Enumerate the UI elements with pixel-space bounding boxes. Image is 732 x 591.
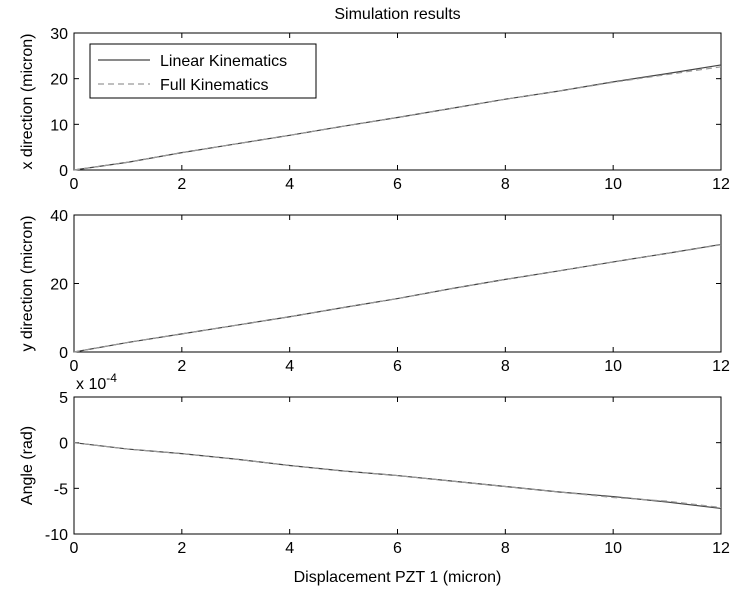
series-line-full-kinematics: [73, 442, 722, 509]
x-tick-label: 10: [604, 176, 622, 193]
plot-area: [73, 396, 722, 535]
exponent-base: x 10: [76, 376, 106, 393]
y-tick-label: 20: [50, 277, 68, 294]
y-tick-label: -5: [54, 481, 68, 498]
series-line-linear-kinematics: [73, 243, 722, 353]
x-tick-label: 2: [177, 176, 186, 193]
x-tick-label: 12: [712, 176, 730, 193]
y-tick-label: 5: [59, 390, 68, 407]
y-axis-title: Angle (rad): [19, 426, 36, 505]
x-tick-label: 4: [285, 540, 294, 557]
x-tick-label: 0: [70, 358, 79, 375]
x-tick-label: 0: [70, 540, 79, 557]
y-tick-label: 0: [59, 345, 68, 362]
y-axis-title: x direction (micron): [19, 33, 36, 169]
y-tick-label: 10: [50, 117, 68, 134]
legend-label: Linear Kinematics: [160, 53, 287, 70]
series-line-linear-kinematics: [73, 64, 722, 171]
x-tick-label: 4: [285, 358, 294, 375]
x-tick-label: 8: [501, 176, 510, 193]
x-tick-label: 12: [712, 540, 730, 557]
x-tick-label: 2: [177, 358, 186, 375]
x-tick-label: 6: [393, 358, 402, 375]
x-tick-label: 6: [393, 540, 402, 557]
y-axis-title: y direction (micron): [19, 215, 36, 351]
x-tick-label: 0: [70, 176, 79, 193]
legend-box: [89, 43, 317, 99]
x-tick-label: 12: [712, 358, 730, 375]
x-tick-label: 8: [501, 540, 510, 557]
y-exponent-label: x 10-4: [76, 371, 117, 393]
y-tick-label: -10: [45, 527, 68, 544]
panel-2: 0 2 4 6 8 10 12 0 20 40 y direction (micron): [19, 208, 730, 375]
plot-area: [73, 214, 722, 353]
x-axis-title: Displacement PZT 1 (micron): [294, 569, 502, 586]
x-tick-label: 6: [393, 176, 402, 193]
x-tick-label: 10: [604, 358, 622, 375]
x-tick-label: 8: [501, 358, 510, 375]
x-tick-label: 2: [177, 540, 186, 557]
x-tick-label: 4: [285, 176, 294, 193]
panel-3: 0 2 4 6 8 10 12 -10 -5 0 5 x 10-4 Angle (rad) Displac…: [19, 371, 730, 586]
y-tick-label: 0: [59, 163, 68, 180]
chart-title: Simulation results: [334, 6, 460, 23]
exponent-power: -4: [106, 371, 117, 385]
legend-label: Full Kinematics: [160, 77, 268, 94]
x-tick-label: 10: [604, 540, 622, 557]
panel-1: 0 2 4 6 8 10 12 0 10 20 30 x direction (micron) Simu…: [19, 6, 730, 193]
y-tick-label: 20: [50, 72, 68, 89]
legend: Linear Kinematics Full Kinematics: [89, 43, 317, 99]
y-tick-label: 30: [50, 26, 68, 43]
y-tick-label: 40: [50, 208, 68, 225]
y-tick-label: 0: [59, 436, 68, 453]
